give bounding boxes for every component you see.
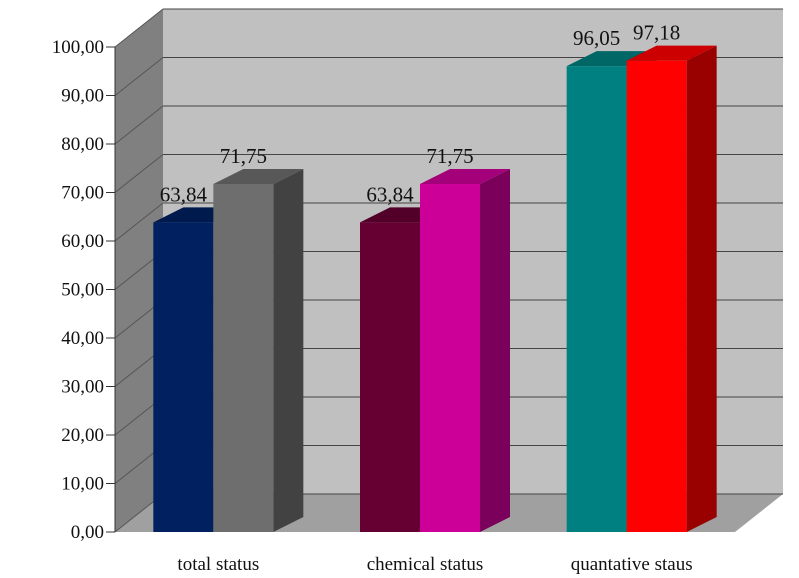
category-label: chemical status	[367, 554, 484, 575]
gridline-side	[114, 202, 164, 242]
bar-front	[626, 60, 687, 532]
category-labels: total status chemical status quantative st…	[177, 554, 692, 575]
bar-top	[626, 45, 717, 61]
y-tick-label: 60,00	[61, 231, 104, 252]
gridline-side	[114, 154, 164, 193]
y-tick-label: 50,00	[61, 280, 104, 301]
data-label: 63,84	[366, 182, 414, 206]
y-tick-label: 30,00	[61, 377, 104, 398]
data-label: 63,84	[160, 182, 208, 206]
y-tick-label: 80,00	[61, 134, 104, 155]
bar-top	[420, 169, 510, 185]
bar	[420, 169, 510, 532]
data-label: 96,05	[573, 26, 620, 50]
bars	[153, 45, 717, 532]
y-tick-label: 70,00	[61, 183, 104, 204]
bar	[213, 169, 304, 532]
y-axis: 0,00 10,00 20,00 30,00 40,00 50,00 60,00 70,00 8…	[52, 37, 116, 543]
data-label: 71,75	[426, 144, 473, 168]
y-tick-label: 90,00	[61, 86, 104, 107]
gridline-side	[114, 57, 164, 96]
gridline-side	[114, 105, 164, 145]
bar-side	[273, 169, 304, 532]
y-tick-label: 20,00	[61, 425, 104, 446]
bar-top	[213, 169, 304, 185]
y-tick-label: 10,00	[61, 474, 104, 495]
category-label: quantative staus	[571, 554, 693, 575]
bar-front	[360, 222, 420, 532]
category-label: total status	[177, 554, 259, 575]
data-label: 71,75	[220, 144, 267, 168]
gridline-side	[114, 8, 164, 48]
bar-front	[420, 184, 480, 532]
bar-front	[566, 66, 627, 532]
bar-front	[213, 184, 274, 532]
bar	[626, 45, 717, 532]
bar-side	[686, 45, 717, 532]
data-labels: 63,84 71,75 63,84 71,75 96,05 97,18	[160, 21, 681, 207]
y-tick-label: 0,00	[71, 522, 104, 543]
y-tick-label: 40,00	[61, 328, 104, 349]
data-label: 97,18	[633, 21, 680, 45]
bar-side	[480, 169, 510, 532]
bar-front	[153, 222, 214, 532]
y-tick-label: 100,00	[52, 37, 104, 58]
